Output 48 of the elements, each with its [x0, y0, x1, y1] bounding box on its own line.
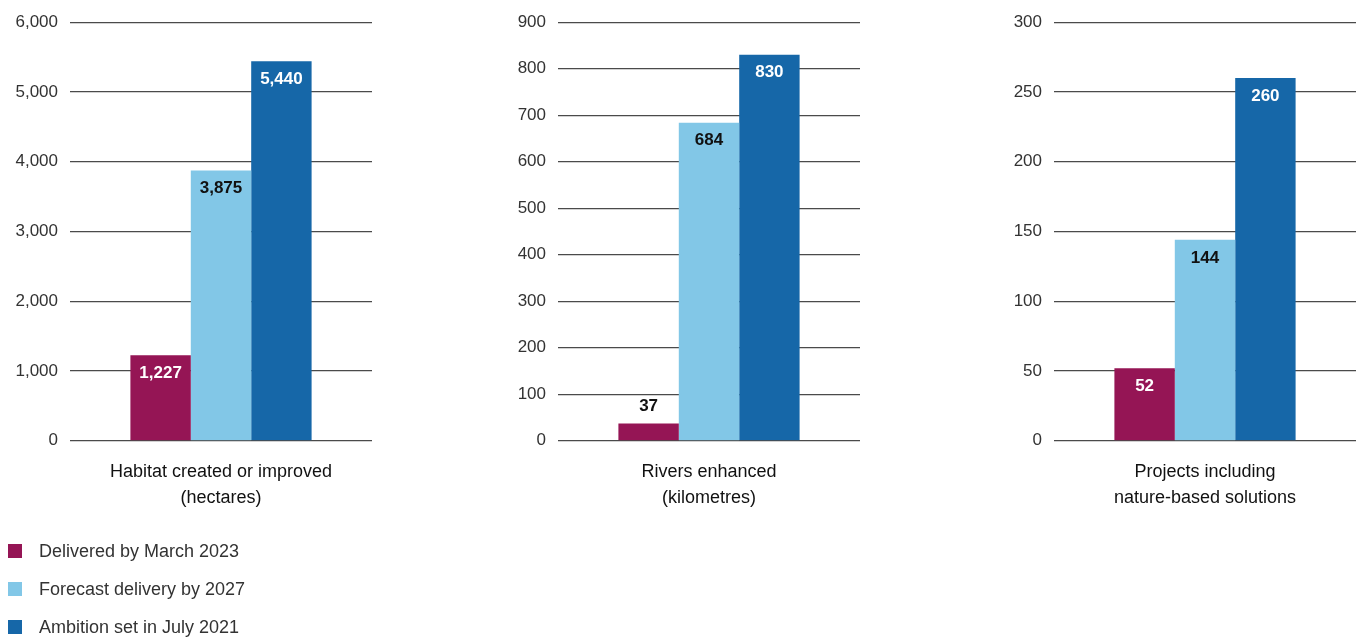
bar: [739, 54, 800, 441]
y-tick-label: 300: [1013, 11, 1042, 31]
y-tick-label: 6,000: [15, 11, 58, 31]
x-axis-title: Rivers enhanced (kilometres): [641, 460, 777, 507]
y-tick-label: 200: [1013, 151, 1042, 171]
y-tick-label: 0: [1032, 430, 1042, 450]
data-label: 52: [1135, 375, 1155, 395]
y-tick-label: 5,000: [15, 81, 58, 101]
bar: [678, 122, 740, 441]
data-label: 260: [1251, 85, 1280, 105]
y-tick-label: 3,000: [15, 221, 58, 241]
bar: [130, 355, 191, 441]
y-tick-label: 4,000: [15, 151, 58, 171]
y-tick-label: 500: [517, 197, 546, 217]
bar: [1114, 368, 1175, 441]
bar: [1174, 239, 1236, 441]
y-tick-label: 1,000: [15, 360, 58, 380]
y-tick-label: 0: [48, 430, 58, 450]
legend-label: Delivered by March 2023: [39, 540, 240, 562]
data-label: 5,440: [260, 68, 303, 88]
bar: [1235, 78, 1296, 441]
data-label: 37: [639, 396, 659, 416]
x-axis-title: Habitat created or improved (hectares): [109, 460, 333, 507]
data-label: 830: [755, 62, 784, 82]
bar: [251, 61, 312, 441]
y-tick-label: 100: [517, 383, 546, 403]
data-label: 3,875: [199, 178, 243, 198]
y-tick-label: 50: [1023, 360, 1042, 380]
y-tick-label: 0: [536, 430, 546, 450]
bar: [618, 423, 679, 441]
y-tick-label: 600: [517, 151, 546, 171]
y-tick-label: 700: [517, 104, 546, 124]
y-tick-label: 150: [1013, 221, 1042, 241]
data-label: 684: [694, 130, 724, 150]
x-axis-title: Projects including nature-based solutions: [1113, 460, 1297, 507]
bar: [190, 170, 252, 441]
y-tick-label: 300: [517, 290, 546, 310]
y-tick-label: 200: [517, 337, 546, 357]
y-tick-label: 900: [517, 11, 546, 31]
y-tick-label: 800: [517, 58, 546, 78]
y-tick-label: 400: [517, 244, 546, 264]
legend-label: Forecast delivery by 2027: [39, 578, 246, 600]
data-label: 144: [1190, 247, 1220, 267]
y-tick-label: 100: [1013, 290, 1042, 310]
legend-label: Ambition set in July 2021: [39, 616, 240, 638]
y-tick-label: 250: [1013, 81, 1042, 101]
data-label: 1,227: [139, 362, 182, 382]
y-tick-label: 2,000: [15, 290, 58, 310]
